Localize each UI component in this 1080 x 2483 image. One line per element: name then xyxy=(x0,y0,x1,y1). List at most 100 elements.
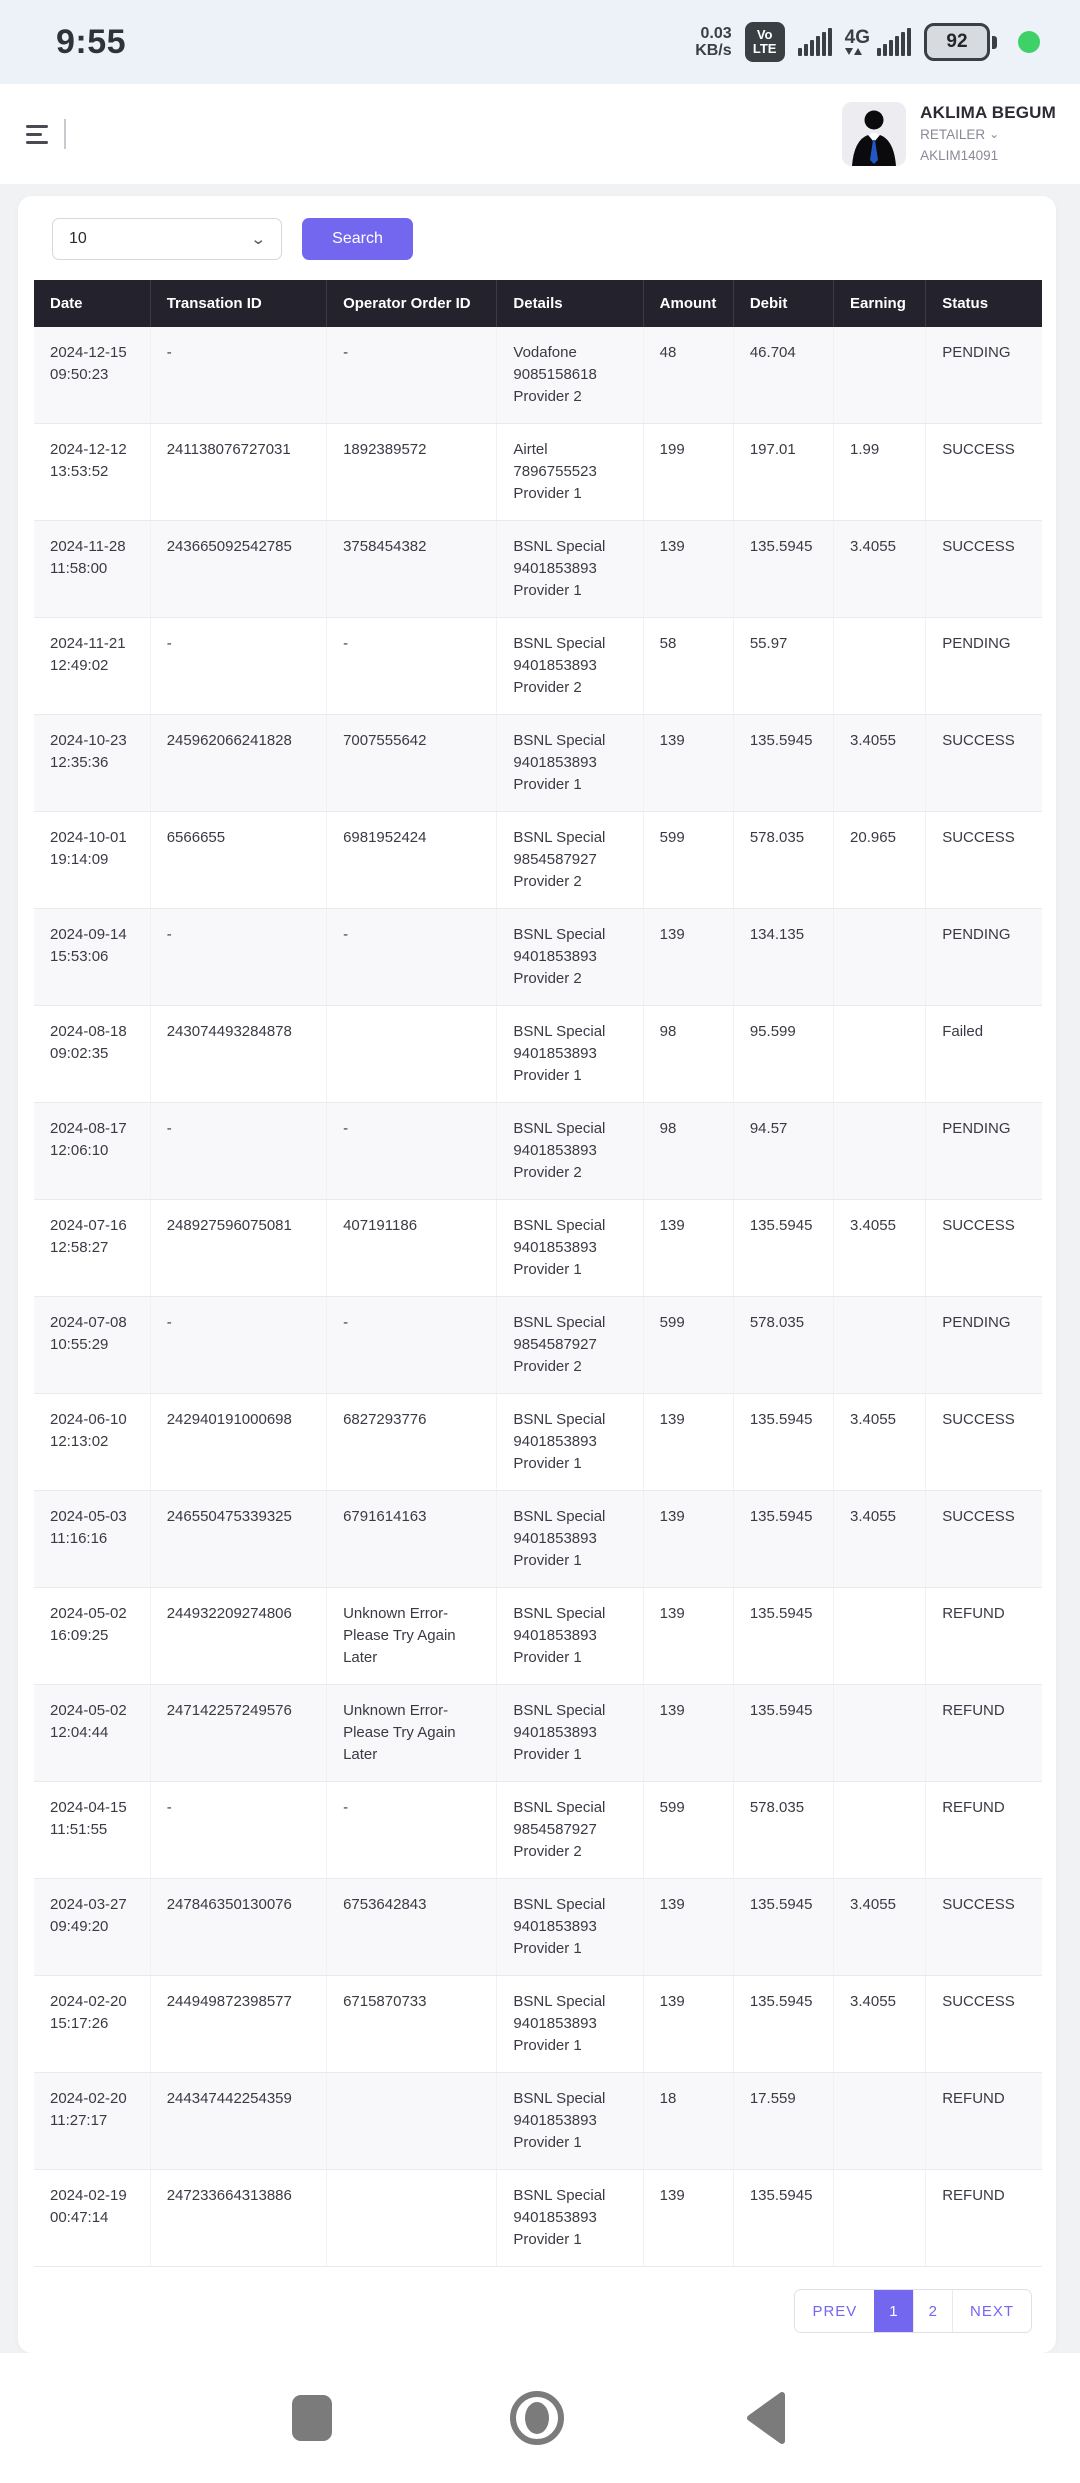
back-icon[interactable] xyxy=(742,2390,788,2446)
cell-date: 2024-11-28 11:58:00 xyxy=(34,520,151,618)
cell-transaction-id: 243665092542785 xyxy=(150,520,328,618)
cell-debit: 135.5945 xyxy=(733,1199,835,1297)
cell-date: 2024-03-27 09:49:20 xyxy=(34,1878,151,1976)
table-row: 2024-08-17 12:06:10 - - BSNL Special 940… xyxy=(34,1102,1042,1200)
cell-amount: 139 xyxy=(643,1393,734,1491)
cell-details: BSNL Special 9401853893 Provider 1 xyxy=(496,1587,644,1685)
profile-menu[interactable]: AKLIMA BEGUM RETAILER ⌄ AKLIM14091 xyxy=(842,102,1056,166)
pagination-page-button[interactable]: 1 xyxy=(874,2290,913,2332)
cell-transaction-id: 244949872398577 xyxy=(150,1975,328,2073)
cell-operator-order-id: 3758454382 xyxy=(326,520,498,618)
cell-status: REFUND xyxy=(925,2169,1042,2267)
cell-amount: 599 xyxy=(643,811,734,909)
cell-status: SUCCESS xyxy=(925,423,1042,521)
cell-earning xyxy=(833,617,927,715)
cell-debit: 134.135 xyxy=(733,908,835,1006)
table-row: 2024-12-12 13:53:52 241138076727031 1892… xyxy=(34,423,1042,521)
pagination-prev-button[interactable]: PREV xyxy=(795,2290,875,2332)
cell-transaction-id: 244932209274806 xyxy=(150,1587,328,1685)
cell-operator-order-id: 6753642843 xyxy=(326,1878,498,1976)
cell-date: 2024-02-20 15:17:26 xyxy=(34,1975,151,2073)
table-row: 2024-07-08 10:55:29 - - BSNL Special 985… xyxy=(34,1296,1042,1394)
transactions-card: 10 ⌄ Search Date Transation ID Operator Or… xyxy=(18,196,1056,2353)
cell-operator-order-id: 6981952424 xyxy=(326,811,498,909)
cell-transaction-id: 242940191000698 xyxy=(150,1393,328,1491)
cell-transaction-id: 247142257249576 xyxy=(150,1684,328,1782)
cell-debit: 46.704 xyxy=(733,327,835,424)
cell-earning: 3.4055 xyxy=(833,1975,927,2073)
column-header: Operator Order ID xyxy=(326,280,498,327)
cell-status: SUCCESS xyxy=(925,1199,1042,1297)
table-row: 2024-02-19 00:47:14 247233664313886 BSNL… xyxy=(34,2169,1042,2267)
cell-amount: 599 xyxy=(643,1781,734,1879)
page-size-select[interactable]: 10 ⌄ xyxy=(52,218,282,260)
column-header: Debit xyxy=(733,280,835,327)
cell-earning xyxy=(833,1005,927,1103)
user-role[interactable]: RETAILER ⌄ xyxy=(920,127,1000,142)
table-row: 2024-02-20 15:17:26 244949872398577 6715… xyxy=(34,1975,1042,2073)
cell-date: 2024-08-18 09:02:35 xyxy=(34,1005,151,1103)
pagination-page-button[interactable]: 2 xyxy=(912,2290,952,2332)
cell-debit: 135.5945 xyxy=(733,714,835,812)
cell-debit: 578.035 xyxy=(733,1296,835,1394)
cell-earning: 3.4055 xyxy=(833,1490,927,1588)
table-row: 2024-02-20 11:27:17 244347442254359 BSNL… xyxy=(34,2072,1042,2170)
cell-transaction-id: 248927596075081 xyxy=(150,1199,328,1297)
down-arrow-icon xyxy=(844,48,853,55)
table-row: 2024-03-27 09:49:20 247846350130076 6753… xyxy=(34,1878,1042,1976)
cell-debit: 578.035 xyxy=(733,811,835,909)
cell-debit: 17.559 xyxy=(733,2072,835,2170)
table-row: 2024-07-16 12:58:27 248927596075081 4071… xyxy=(34,1199,1042,1297)
cell-debit: 135.5945 xyxy=(733,1878,835,1976)
cell-amount: 139 xyxy=(643,1975,734,2073)
cell-amount: 139 xyxy=(643,1587,734,1685)
page-background: 10 ⌄ Search Date Transation ID Operator Or… xyxy=(0,184,1080,2353)
pagination-next-button[interactable]: NEXT xyxy=(951,2290,1031,2332)
cell-details: BSNL Special 9401853893 Provider 1 xyxy=(496,2072,644,2170)
cell-date: 2024-07-16 12:58:27 xyxy=(34,1199,151,1297)
cell-earning xyxy=(833,2169,927,2267)
chevron-down-icon: ⌄ xyxy=(250,231,267,248)
cell-transaction-id: 245962066241828 xyxy=(150,714,328,812)
table-row: 2024-10-01 19:14:09 6566655 6981952424 B… xyxy=(34,811,1042,909)
signal-bars-icon-2 xyxy=(877,28,911,56)
cell-status: PENDING xyxy=(925,1102,1042,1200)
cell-transaction-id: 241138076727031 xyxy=(150,423,328,521)
cell-date: 2024-07-08 10:55:29 xyxy=(34,1296,151,1394)
cell-operator-order-id: 6715870733 xyxy=(326,1975,498,2073)
cell-transaction-id: - xyxy=(150,617,328,715)
cell-status: SUCCESS xyxy=(925,1490,1042,1588)
cell-amount: 199 xyxy=(643,423,734,521)
cell-status: REFUND xyxy=(925,2072,1042,2170)
home-icon[interactable] xyxy=(510,2391,564,2445)
cell-amount: 139 xyxy=(643,1490,734,1588)
search-button[interactable]: Search xyxy=(302,218,413,260)
cell-operator-order-id: 7007555642 xyxy=(326,714,498,812)
cell-earning: 3.4055 xyxy=(833,1393,927,1491)
cell-debit: 135.5945 xyxy=(733,520,835,618)
column-header: Date xyxy=(34,280,151,327)
cell-status: Failed xyxy=(925,1005,1042,1103)
cell-amount: 98 xyxy=(643,1102,734,1200)
cell-debit: 94.57 xyxy=(733,1102,835,1200)
recent-apps-icon[interactable] xyxy=(292,2395,332,2441)
cell-details: BSNL Special 9854587927 Provider 2 xyxy=(496,811,644,909)
cell-earning: 20.965 xyxy=(833,811,927,909)
cell-details: BSNL Special 9854587927 Provider 2 xyxy=(496,1781,644,1879)
cell-amount: 58 xyxy=(643,617,734,715)
cell-date: 2024-06-10 12:13:02 xyxy=(34,1393,151,1491)
cell-date: 2024-02-20 11:27:17 xyxy=(34,2072,151,2170)
cell-earning xyxy=(833,908,927,1006)
cell-details: Airtel 7896755523 Provider 1 xyxy=(496,423,644,521)
column-header: Status xyxy=(925,280,1042,327)
cell-status: SUCCESS xyxy=(925,1975,1042,2073)
cell-amount: 98 xyxy=(643,1005,734,1103)
cell-debit: 55.97 xyxy=(733,617,835,715)
avatar[interactable] xyxy=(842,102,907,166)
cell-debit: 95.599 xyxy=(733,1005,835,1103)
cell-details: BSNL Special 9401853893 Provider 1 xyxy=(496,1490,644,1588)
cell-operator-order-id xyxy=(326,2169,498,2267)
cell-debit: 197.01 xyxy=(733,423,835,521)
table-row: 2024-09-14 15:53:06 - - BSNL Special 940… xyxy=(34,908,1042,1006)
menu-icon[interactable] xyxy=(26,124,48,144)
